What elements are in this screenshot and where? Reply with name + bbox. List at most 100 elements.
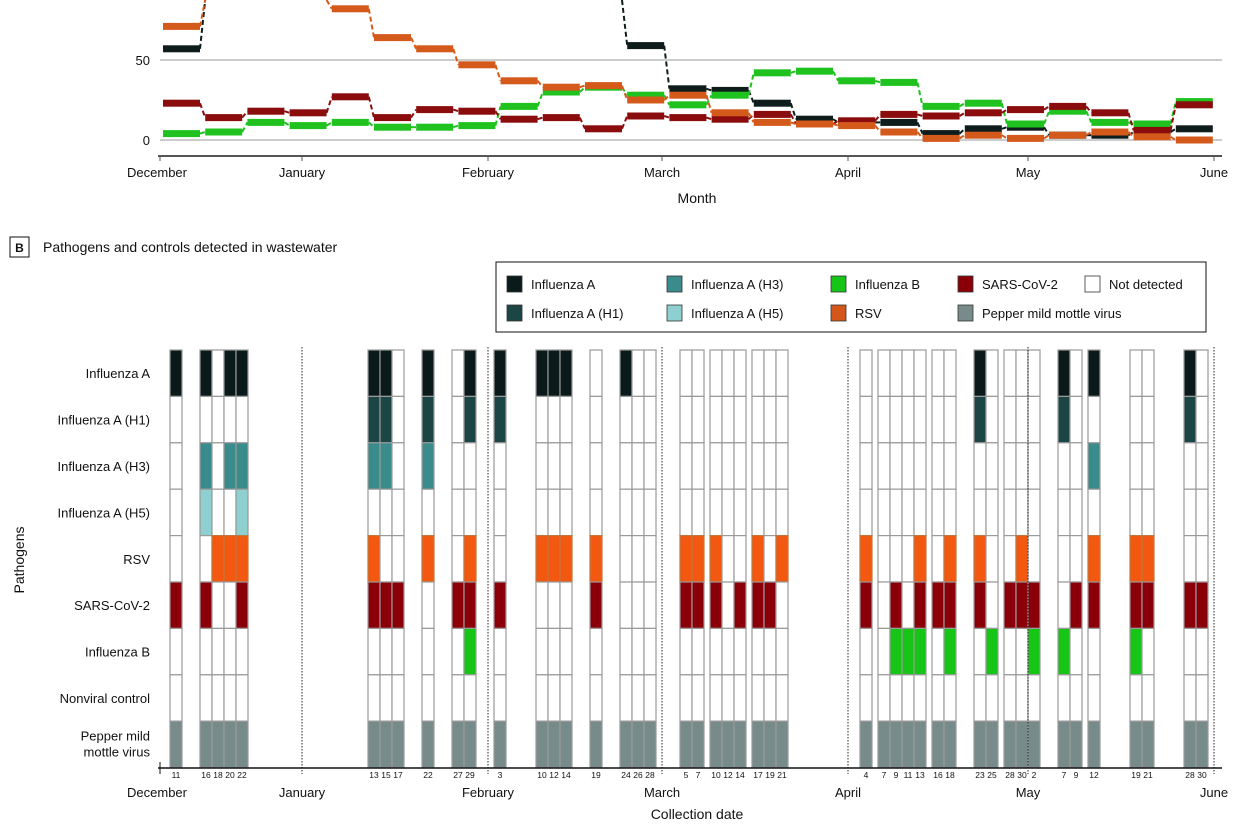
- week-segment: [627, 112, 665, 120]
- date-label: 11: [904, 770, 913, 780]
- step-connector: [1170, 127, 1177, 133]
- date-label: 30: [1197, 770, 1207, 780]
- date-label: 5: [684, 770, 689, 780]
- cell-detected: [1183, 395, 1197, 444]
- cell-not-detected: [391, 534, 405, 583]
- date-column: 19: [763, 349, 777, 780]
- legend-item: RSV: [830, 304, 882, 322]
- date-column: 22: [421, 349, 435, 780]
- cell-not-detected: [877, 395, 891, 444]
- cell-detected: [463, 720, 477, 769]
- cell-detected: [859, 534, 873, 583]
- cell-detected: [169, 720, 183, 769]
- row-label: Influenza A: [86, 366, 151, 381]
- cell-detected: [493, 395, 507, 444]
- a-axis: December January February March April May June: [127, 155, 1228, 180]
- cell-not-detected: [535, 674, 549, 722]
- cell-detected: [913, 720, 927, 769]
- cell-not-detected: [1129, 488, 1143, 537]
- cell-detected: [421, 395, 435, 444]
- cell-not-detected: [901, 534, 915, 583]
- cell-not-detected: [775, 488, 789, 537]
- cell-not-detected: [493, 674, 507, 722]
- cell-not-detected: [901, 349, 915, 398]
- date-column: 7: [877, 349, 891, 780]
- legend-swatch: [506, 304, 523, 322]
- cell-not-detected: [1003, 534, 1017, 583]
- step-connector: [706, 87, 712, 92]
- cell-not-detected: [775, 581, 789, 630]
- cell-not-detected: [451, 674, 465, 722]
- cell-not-detected: [679, 488, 693, 537]
- cell-not-detected: [1183, 442, 1197, 490]
- cell-detected: [367, 349, 381, 398]
- date-label: 12: [723, 770, 733, 780]
- legend-item: Influenza A (H3): [666, 275, 784, 293]
- cell-not-detected: [223, 488, 237, 537]
- y-tick-label: 0: [143, 133, 150, 148]
- cell-detected: [199, 581, 213, 630]
- cell-not-detected: [691, 349, 705, 398]
- cell-detected: [379, 395, 393, 444]
- cell-not-detected: [589, 395, 603, 444]
- cell-not-detected: [169, 442, 183, 490]
- cell-not-detected: [751, 488, 765, 537]
- cell-not-detected: [643, 627, 657, 676]
- b-axis: December January February March April May June: [127, 347, 1228, 800]
- cell-not-detected: [631, 627, 645, 676]
- cell-not-detected: [643, 488, 657, 537]
- cell-not-detected: [1069, 442, 1083, 490]
- step-connector: [494, 106, 502, 126]
- cell-detected: [943, 534, 957, 583]
- cell-not-detected: [691, 674, 705, 722]
- date-column: 25: [985, 349, 999, 780]
- cell-detected: [1087, 349, 1101, 398]
- week-segment: [711, 115, 749, 123]
- week-segment: [1049, 107, 1087, 115]
- cell-detected: [751, 581, 765, 630]
- legend-item: Influenza A: [506, 275, 596, 293]
- week-segment: [1091, 128, 1129, 136]
- cell-not-detected: [451, 395, 465, 444]
- cell-detected: [1195, 720, 1209, 769]
- step-connector: [494, 64, 502, 82]
- cell-detected: [889, 720, 903, 769]
- cell-not-detected: [1183, 534, 1197, 583]
- cell-not-detected: [1057, 488, 1071, 537]
- legend-item: Pepper mild mottle virus: [957, 304, 1122, 322]
- date-label: 27: [453, 770, 463, 780]
- week-segment: [458, 122, 496, 130]
- date-column: 17: [391, 349, 405, 780]
- week-segment: [922, 130, 960, 138]
- week-segment: [1175, 136, 1213, 144]
- cell-not-detected: [1195, 534, 1209, 583]
- week-segment: [838, 117, 876, 125]
- legend-label: Influenza A (H3): [691, 277, 784, 292]
- date-column: 16: [199, 349, 213, 780]
- week-segment: [416, 45, 454, 53]
- legend-item: Influenza A (H1): [506, 304, 624, 322]
- step-connector: [367, 96, 375, 118]
- cell-not-detected: [763, 395, 777, 444]
- cell-not-detected: [559, 395, 573, 444]
- cell-not-detected: [943, 674, 957, 722]
- cell-not-detected: [679, 674, 693, 722]
- panel-b-label: B: [15, 241, 24, 255]
- cell-detected: [691, 581, 705, 630]
- cell-detected: [1087, 442, 1101, 490]
- date-column: 10: [709, 349, 723, 780]
- cell-detected: [1003, 581, 1017, 630]
- cell-not-detected: [877, 674, 891, 722]
- week-segment: [542, 83, 580, 91]
- cell-not-detected: [235, 395, 249, 444]
- week-segment: [964, 131, 1002, 139]
- cell-not-detected: [877, 627, 891, 676]
- date-column: 26: [631, 349, 645, 780]
- legend-label: RSV: [855, 306, 882, 321]
- legend-box: [495, 261, 1207, 333]
- date-label: 19: [765, 770, 775, 780]
- cell-not-detected: [235, 627, 249, 676]
- date-label: 14: [561, 770, 571, 780]
- cell-detected: [1057, 627, 1071, 676]
- step-connector: [452, 48, 460, 66]
